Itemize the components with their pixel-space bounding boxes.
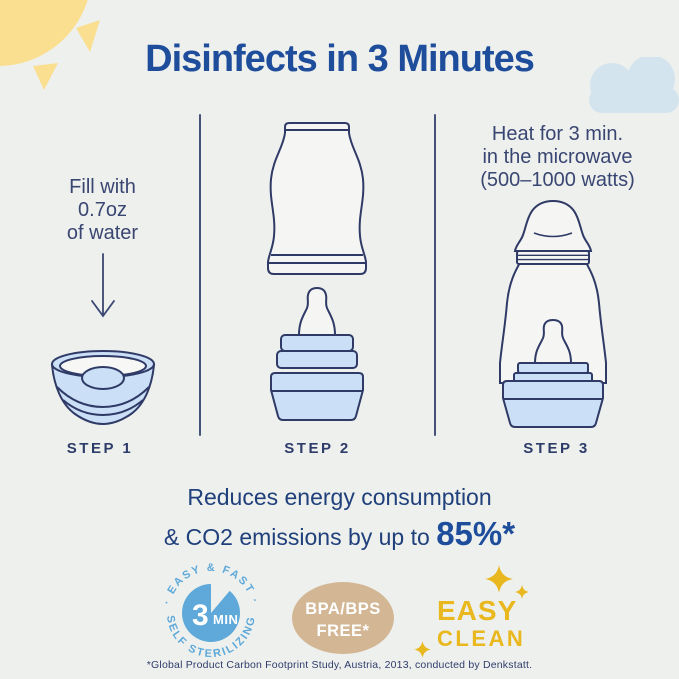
headline: Reduces energy consumption & CO2 emissio… bbox=[0, 484, 679, 553]
easy-clean-badge: EASY CLEAN bbox=[437, 597, 525, 650]
step3-instruction-line3: (500–1000 watts) bbox=[480, 169, 635, 191]
footnote: *Global Product Carbon Footprint Study, … bbox=[146, 659, 533, 671]
step1-label: STEP 1 bbox=[66, 440, 134, 457]
headline-line1: Reduces energy consumption bbox=[187, 484, 492, 510]
step1-instruction-line2: 0.7oz bbox=[78, 199, 127, 221]
sun-icon bbox=[0, 0, 100, 90]
headline-line2: & CO2 emissions by up to 85%* bbox=[0, 515, 679, 553]
step2-label: STEP 2 bbox=[284, 440, 351, 457]
bpa-badge-line1: BPA/BPS bbox=[305, 600, 381, 618]
badge-clock-wedge bbox=[211, 582, 231, 613]
self-sterilizing-badge: · EASY & FAST · SELF STERILIZING 3 MIN bbox=[161, 562, 259, 660]
bowl-of-water-illustration bbox=[50, 350, 156, 426]
bottle-parts-illustration bbox=[267, 122, 367, 421]
step1-instruction-line1: Fill with bbox=[69, 176, 136, 198]
sparkles-icon bbox=[414, 565, 529, 658]
assembled-bottle-illustration bbox=[499, 199, 607, 428]
headline-line2-text: & CO2 emissions by up to bbox=[163, 524, 437, 550]
badge-minutes-value: 3 bbox=[192, 599, 209, 632]
step1-instruction-line3: of water bbox=[66, 222, 139, 244]
headline-emphasis: 85%* bbox=[436, 515, 516, 552]
easy-clean-line2: CLEAN bbox=[437, 626, 526, 651]
step3-instruction-line1: Heat for 3 min. bbox=[491, 123, 624, 145]
step3-label: STEP 3 bbox=[523, 440, 590, 457]
easy-clean-line1: EASY bbox=[437, 595, 518, 626]
cloud-icon bbox=[589, 57, 679, 113]
page-title: Disinfects in 3 Minutes bbox=[145, 38, 535, 80]
badge-minutes-unit: MIN bbox=[213, 612, 238, 627]
arrow-down-icon bbox=[91, 253, 115, 318]
divider-right bbox=[434, 114, 436, 436]
step3-instruction-line2: in the microwave bbox=[482, 146, 633, 168]
bpa-free-badge: BPA/BPS FREE* bbox=[292, 582, 394, 654]
bpa-badge-line2: FREE* bbox=[317, 622, 370, 640]
divider-left bbox=[199, 114, 201, 436]
step1-instruction: Fill with 0.7oz of water bbox=[10, 176, 195, 245]
step3-instruction: Heat for 3 min. in the microwave (500–10… bbox=[440, 123, 675, 192]
